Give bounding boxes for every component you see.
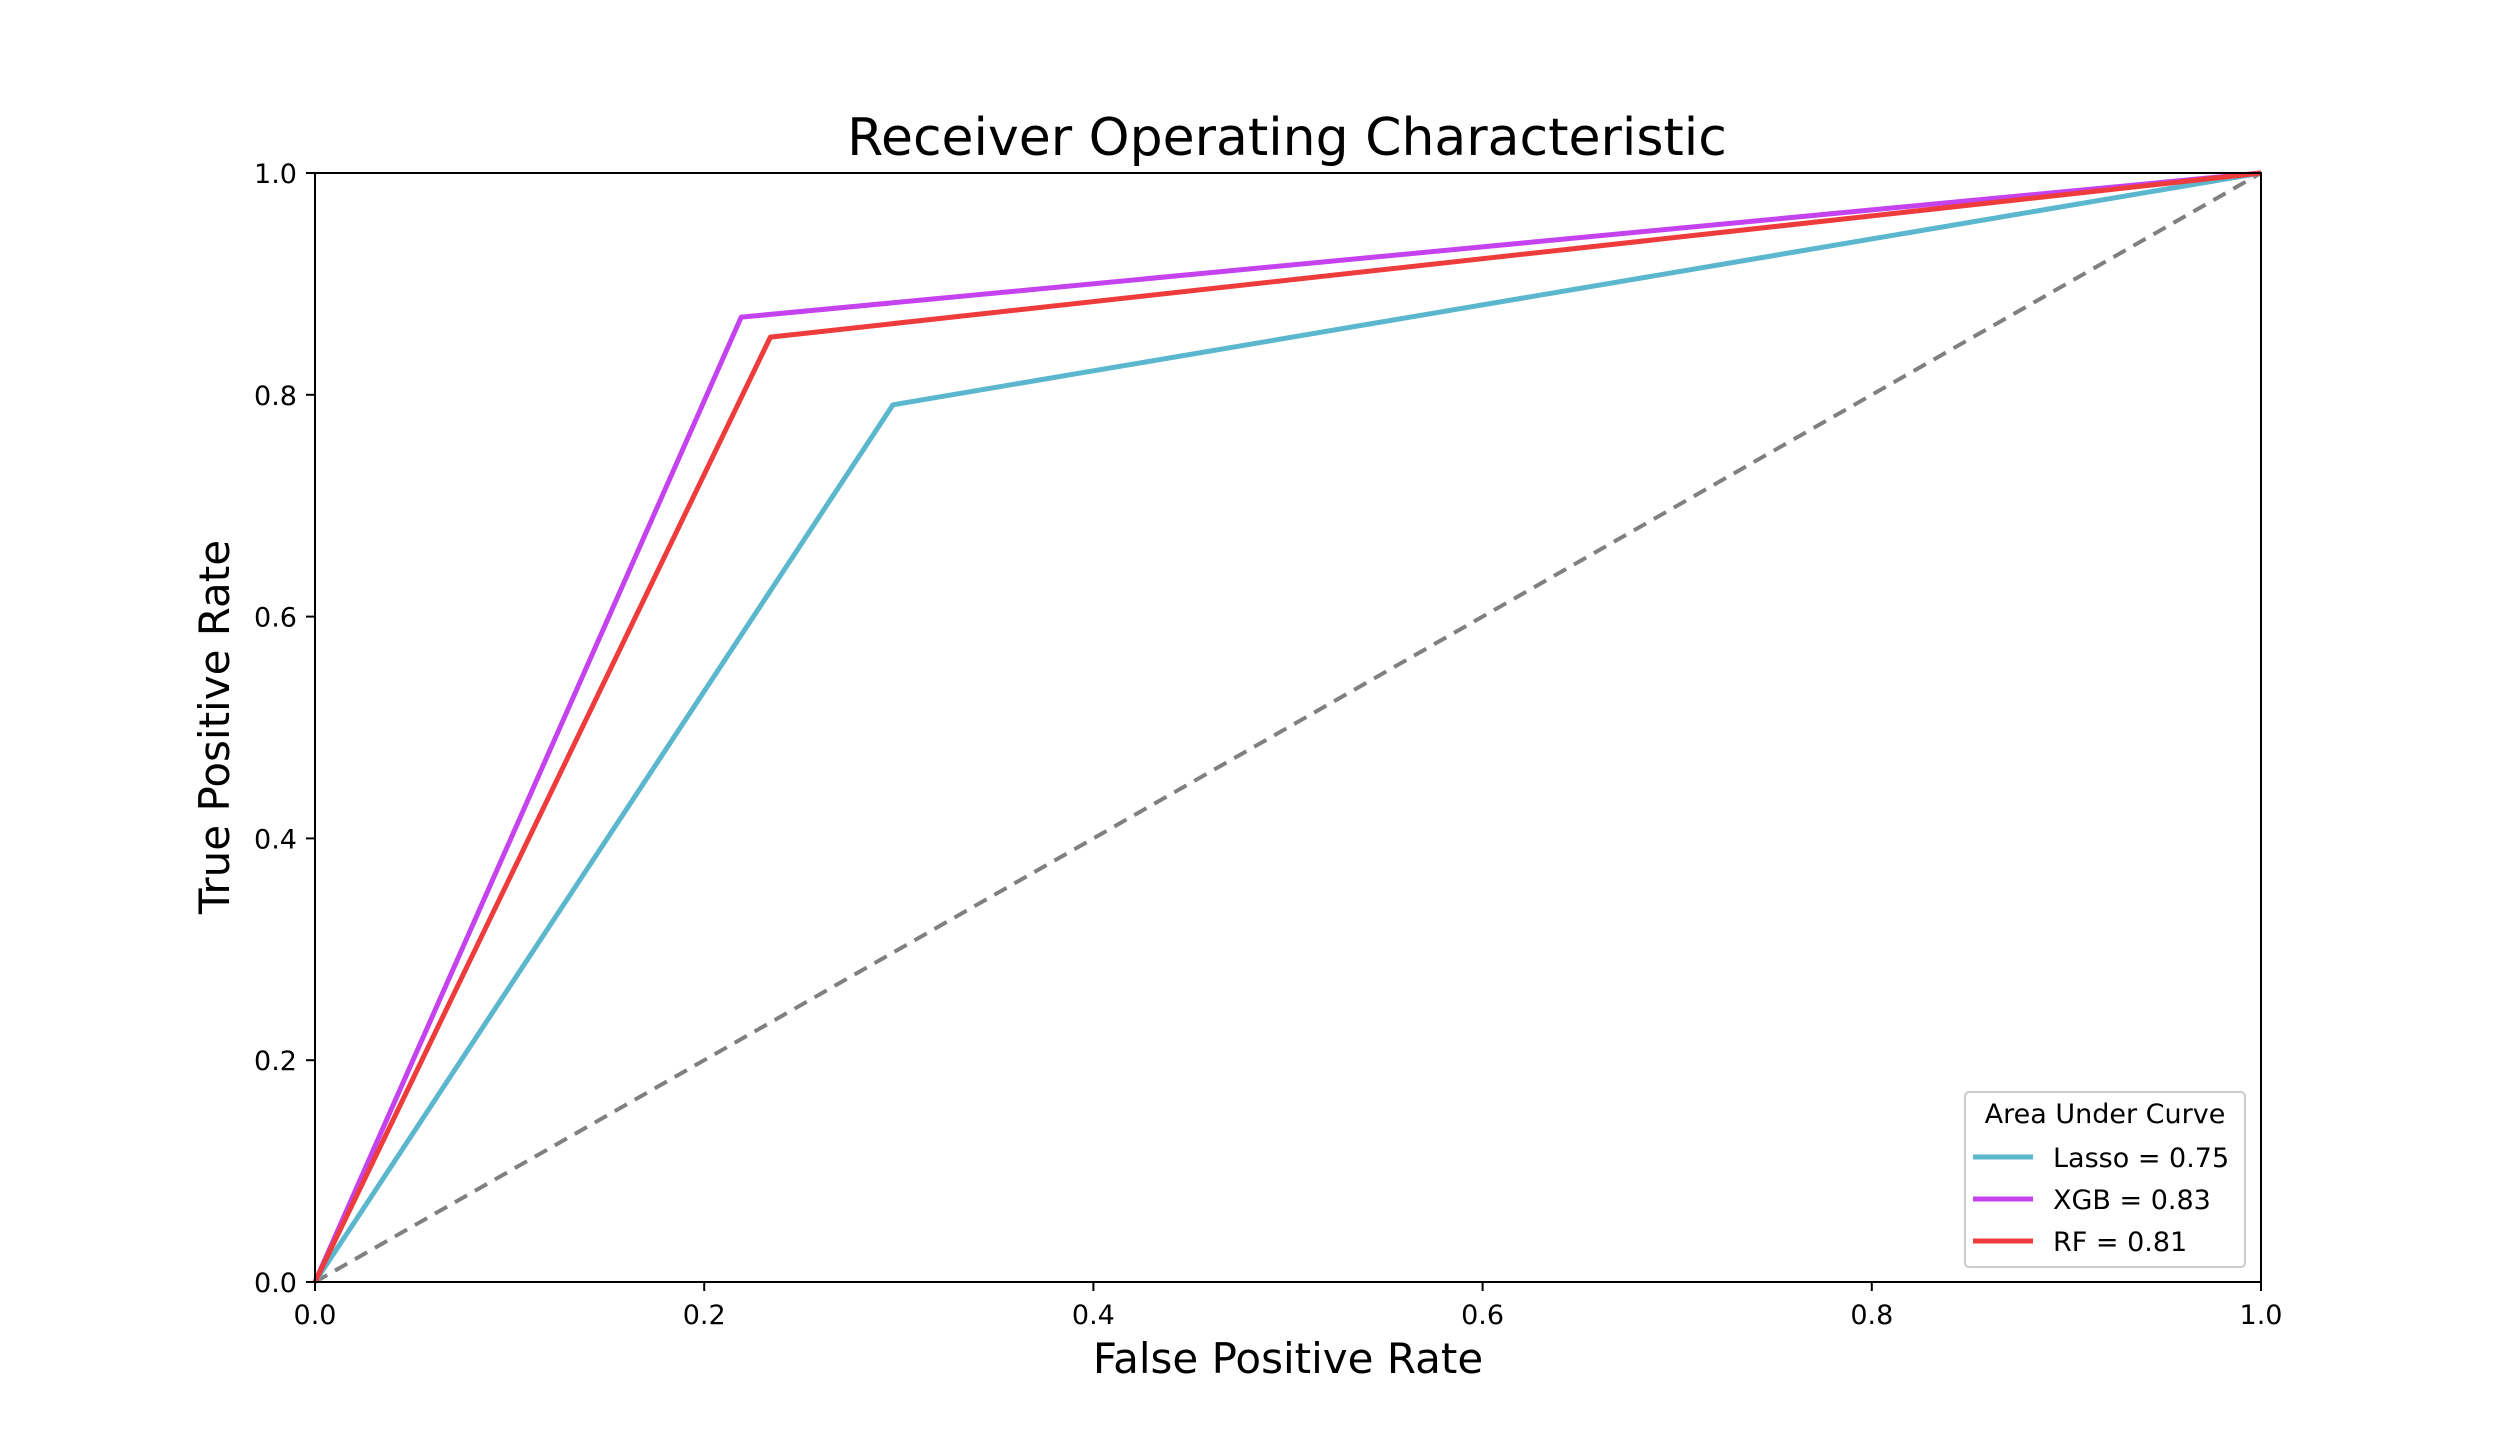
series-layer (312, 170, 2262, 1284)
chart-title: Receiver Operating Characteristic (847, 108, 1727, 168)
y-tick-label: 1.0 (254, 159, 297, 190)
x-tick-label: 1.0 (2240, 1300, 2283, 1331)
legend-title: Area Under Curve (1985, 1099, 2226, 1130)
x-axis: 0.0 0.2 0.4 0.6 0.8 1.0 (294, 1282, 2283, 1331)
legend-label-xgb: XGB = 0.83 (2053, 1185, 2211, 1216)
y-axis-title: True Positive Rate (190, 540, 239, 915)
x-tick-label: 0.6 (1461, 1300, 1504, 1331)
legend-label-rf: RF = 0.81 (2053, 1227, 2187, 1258)
reference-diagonal-line (314, 171, 2262, 1284)
y-tick-label: 0.6 (254, 603, 297, 634)
legend-entries: Lasso = 0.75 XGB = 0.83 RF = 0.81 (1973, 1143, 2229, 1258)
x-tick-label: 0.8 (1850, 1300, 1893, 1331)
series-line-xgb (312, 170, 2262, 1284)
y-axis: 0.0 0.2 0.4 0.6 0.8 1.0 (254, 159, 315, 1299)
x-tick-label: 0.2 (683, 1300, 726, 1331)
plot-area (312, 170, 2262, 1284)
y-tick-label: 0.4 (254, 824, 297, 855)
legend-label-lasso: Lasso = 0.75 (2053, 1143, 2229, 1174)
series-line-lasso (312, 170, 2262, 1284)
x-axis-title: False Positive Rate (1093, 1334, 1483, 1383)
legend-frame (1964, 1091, 2246, 1268)
series-line-rf (312, 170, 2262, 1284)
reference-layer (314, 171, 2262, 1284)
y-tick-label: 0.2 (254, 1046, 297, 1077)
legend: Area Under Curve Lasso = 0.75 XGB = 0.83 R… (1964, 1091, 2246, 1268)
y-tick-label: 0.8 (254, 381, 297, 412)
plot-frame (314, 172, 2262, 1283)
x-tick-label: 0.4 (1072, 1300, 1115, 1331)
x-tick-label: 0.0 (294, 1300, 337, 1331)
y-tick-label: 0.0 (254, 1268, 297, 1299)
